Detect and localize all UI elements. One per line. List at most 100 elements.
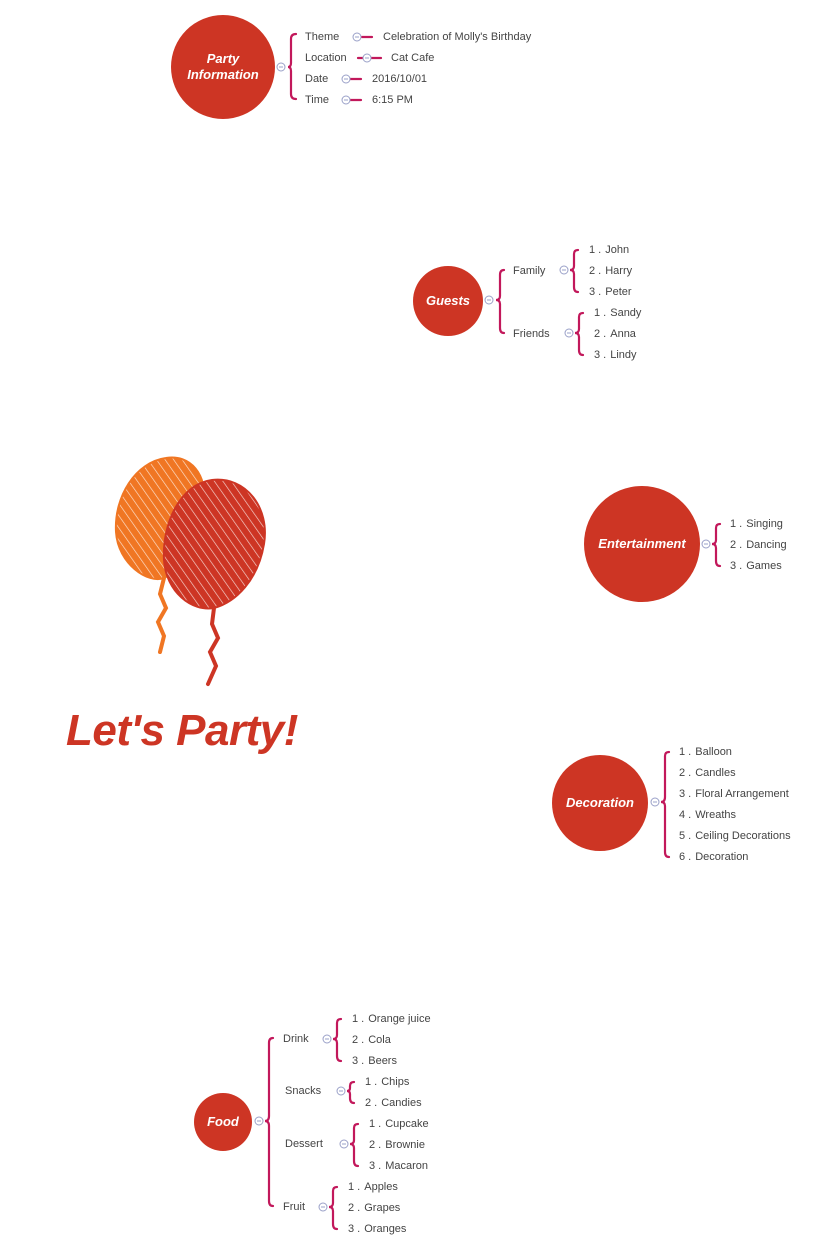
list-item[interactable]: 1 . Sandy: [594, 306, 641, 320]
party-info-value-time[interactable]: 6:15 PM: [372, 94, 413, 106]
list-item[interactable]: 1 . Apples: [348, 1180, 398, 1194]
list-number: 3 .: [352, 1055, 365, 1067]
guests-label: Guests: [425, 293, 471, 308]
party-information-label-2: Information: [187, 67, 259, 82]
list-text: Balloon: [695, 746, 732, 758]
list-item[interactable]: 3 . Floral Arrangement: [679, 787, 789, 801]
list-item[interactable]: 2 . Anna: [594, 327, 636, 341]
food-group-drink[interactable]: Drink: [283, 1033, 309, 1045]
list-item[interactable]: 2 . Brownie: [369, 1138, 425, 1152]
list-number: 1 .: [352, 1013, 365, 1025]
list-text: Peter: [605, 286, 632, 298]
list-text: Cupcake: [385, 1118, 429, 1130]
list-number: 3 .: [679, 788, 692, 800]
food-group-fruit[interactable]: Fruit: [283, 1201, 305, 1213]
list-item[interactable]: 3 . Beers: [352, 1054, 397, 1068]
list-text: Games: [746, 560, 782, 572]
list-item[interactable]: 5 . Ceiling Decorations: [679, 829, 791, 843]
list-number: 1 .: [679, 746, 692, 758]
list-text: Chips: [381, 1076, 410, 1088]
list-number: 2 .: [594, 328, 607, 340]
list-number: 2 .: [352, 1034, 365, 1046]
list-item[interactable]: 2 . Harry: [589, 264, 632, 278]
entertainment-node[interactable]: Entertainment: [584, 486, 700, 602]
party-info-key-theme[interactable]: Theme: [305, 31, 340, 43]
party-info-value-location[interactable]: Cat Cafe: [391, 52, 435, 64]
list-item[interactable]: 1 . Chips: [365, 1075, 409, 1089]
list-text: Floral Arrangement: [695, 788, 789, 800]
food-label: Food: [207, 1114, 239, 1129]
list-number: 3 .: [594, 349, 607, 361]
list-text: Lindy: [610, 349, 637, 361]
decoration-node[interactable]: Decoration: [552, 755, 648, 851]
list-number: 3 .: [589, 286, 602, 298]
list-number: 5 .: [679, 830, 692, 842]
list-item[interactable]: 2 . Cola: [352, 1033, 391, 1047]
list-number: 1 .: [589, 244, 602, 256]
entertainment-label: Entertainment: [598, 536, 686, 551]
list-number: 2 .: [589, 265, 602, 277]
list-item[interactable]: 3 . Peter: [589, 285, 632, 299]
list-number: 3 .: [348, 1223, 361, 1235]
list-text: Macaron: [385, 1160, 429, 1172]
food-group-dessert[interactable]: Dessert: [285, 1138, 323, 1150]
list-text: John: [605, 244, 630, 256]
list-item[interactable]: 2 . Dancing: [730, 538, 787, 552]
list-text: Grapes: [364, 1202, 401, 1214]
list-number: 4 .: [679, 809, 692, 821]
party-info-value-date[interactable]: 2016/10/01: [372, 73, 428, 85]
list-item[interactable]: 2 . Candies: [365, 1096, 422, 1110]
list-text: Apples: [364, 1181, 398, 1193]
food-group-snacks[interactable]: Snacks: [285, 1085, 322, 1097]
party-info-key-date[interactable]: Date: [305, 73, 329, 85]
list-number: 1 .: [730, 518, 743, 530]
party-information-node[interactable]: Party Information: [171, 15, 275, 119]
party-info-key-location[interactable]: Location: [305, 52, 347, 64]
list-text: Brownie: [385, 1139, 425, 1151]
list-item[interactable]: 3 . Macaron: [369, 1159, 428, 1173]
food-node[interactable]: Food: [194, 1093, 252, 1151]
list-number: 2 .: [365, 1097, 378, 1109]
list-text: Sandy: [610, 307, 642, 319]
list-number: 1 .: [594, 307, 607, 319]
list-text: Orange juice: [368, 1013, 431, 1025]
list-text: Beers: [368, 1055, 397, 1067]
list-text: Harry: [605, 265, 633, 277]
decoration-label: Decoration: [566, 795, 634, 810]
list-number: 2 .: [369, 1139, 382, 1151]
list-item[interactable]: 4 . Wreaths: [679, 808, 736, 822]
list-text: Candles: [695, 767, 736, 779]
list-item[interactable]: 1 . Balloon: [679, 745, 732, 759]
list-item[interactable]: 1 . Singing: [730, 517, 783, 531]
list-text: Singing: [746, 518, 783, 530]
party-info-value-theme[interactable]: Celebration of Molly's Birthday: [383, 31, 532, 43]
list-item[interactable]: 3 . Games: [730, 559, 782, 573]
list-number: 3 .: [730, 560, 743, 572]
list-text: Dancing: [746, 539, 787, 551]
party-information-label-1: Party: [206, 51, 240, 66]
list-text: Decoration: [695, 851, 749, 863]
balloons-icon: [114, 456, 266, 686]
list-number: 2 .: [348, 1202, 361, 1214]
list-number: 3 .: [369, 1160, 382, 1172]
list-number: 1 .: [365, 1076, 378, 1088]
list-item[interactable]: 1 . Orange juice: [352, 1012, 431, 1026]
list-item[interactable]: 1 . Cupcake: [369, 1117, 429, 1131]
party-info-key-time[interactable]: Time: [305, 94, 330, 106]
list-item[interactable]: 2 . Candles: [679, 766, 736, 780]
guests-group-friends[interactable]: Friends: [513, 328, 550, 340]
list-number: 1 .: [369, 1118, 382, 1130]
list-item[interactable]: 3 . Oranges: [348, 1222, 406, 1236]
list-number: 2 .: [679, 767, 692, 779]
list-item[interactable]: 3 . Lindy: [594, 348, 637, 362]
list-number: 6 .: [679, 851, 692, 863]
list-number: 1 .: [348, 1181, 361, 1193]
list-item[interactable]: 2 . Grapes: [348, 1201, 400, 1215]
list-text: Candies: [381, 1097, 422, 1109]
guests-group-family[interactable]: Family: [513, 265, 546, 277]
list-item[interactable]: 6 . Decoration: [679, 850, 748, 864]
page-title: Let's Party!: [66, 706, 298, 755]
guests-node[interactable]: Guests: [413, 266, 483, 336]
list-item[interactable]: 1 . John: [589, 243, 629, 257]
